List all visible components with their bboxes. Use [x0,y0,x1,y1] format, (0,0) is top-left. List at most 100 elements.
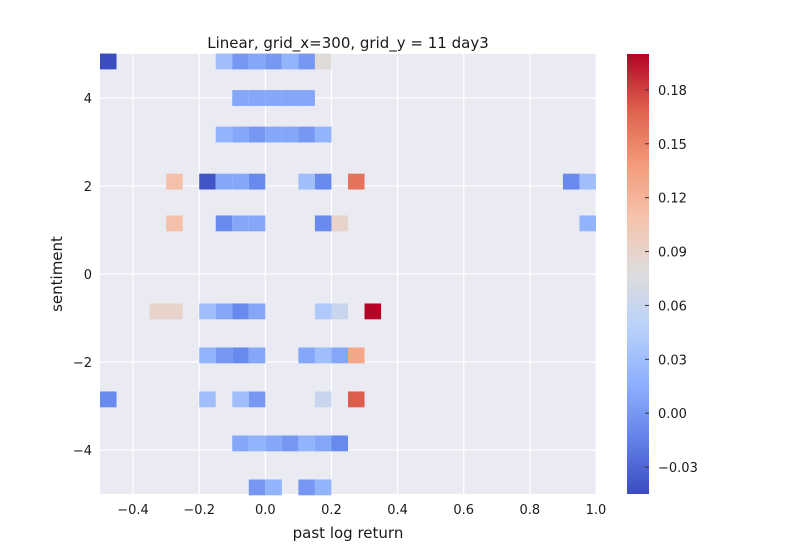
colorbar-tick-label: 0.18 [658,84,687,99]
heatmap-cell [314,53,332,70]
heatmap-cell [166,215,183,232]
heatmap-cell [298,126,315,143]
heatmap-cell [314,215,332,232]
heatmap-cell [232,215,249,232]
heatmap-cell [265,90,282,106]
heatmap-cell [166,173,183,190]
x-tick-labels: −0.4 −0.2 0.0 0.2 0.4 0.6 0.8 1.0 [117,503,606,518]
heatmap-cell [265,435,282,452]
x-tick-label: −0.4 [117,503,149,518]
colorbar-tick-labels: −0.03 0.00 0.03 0.06 0.09 0.12 0.15 0.18 [645,84,698,476]
colorbar-tick-label: 0.12 [658,192,687,207]
heatmap-cell [331,215,348,232]
heatmap-cell [265,126,282,143]
heatmap-cell [331,303,348,320]
colorbar-tick-label: 0.09 [658,246,687,261]
heatmap-cell [232,173,249,190]
x-tick-label: 0.8 [520,503,541,518]
heatmap-cell [562,173,580,190]
heatmap-cell [579,215,596,232]
heatmap-cell [100,391,117,408]
x-tick-label: 0.6 [453,503,474,518]
heatmap-cell [281,126,299,143]
x-tick-label: 0.0 [255,503,276,518]
y-tick-label: 4 [84,92,92,107]
heatmap-cell [199,391,216,408]
heatmap-cell [199,303,216,320]
heatmap-cell [215,53,233,70]
heatmap-cell [281,53,299,70]
heatmap-cell [314,479,332,496]
heatmap-cell [331,435,348,452]
heatmap-cell [348,347,365,364]
chart-title: Linear, grid_x=300, grid_y = 11 day3 [207,34,489,53]
y-tick-label: −4 [73,444,92,459]
heatmap-cell [232,126,249,143]
y-axis-label: sentiment [48,236,66,312]
heatmap-cell [248,126,266,143]
heatmap-cell [314,347,332,364]
heatmap-cell [248,173,266,190]
heatmap-cell [215,173,233,190]
colorbar-tick-label: 0.03 [658,353,687,368]
heatmap-cell [331,347,348,364]
heatmap-cell [232,53,249,70]
heatmap-cell [149,303,167,320]
heatmap-cell [265,479,282,496]
heatmap-cell [248,53,266,70]
heatmap-cells [100,53,596,496]
colorbar-tick-label: −0.03 [658,461,698,476]
heatmap-cell [199,347,216,364]
heatmap-cell [232,347,249,364]
heatmap-cell [248,90,266,106]
heatmap-cell [265,53,282,70]
heatmap-cell [232,435,249,452]
heatmap-cell [314,435,332,452]
heatmap-cell [248,435,266,452]
heatmap-cell [215,303,233,320]
heatmap-cell [166,303,183,320]
heatmap-cell [215,347,233,364]
colorbar [627,54,649,494]
heatmap-cell [281,435,299,452]
heatmap-cell [579,173,596,190]
x-tick-label: 0.4 [387,503,408,518]
heatmap-cell [232,303,249,320]
heatmap-cell [348,391,365,408]
heatmap-cell [298,347,315,364]
heatmap-cell [232,391,249,408]
heatmap-cell [298,90,315,106]
colorbar-tick-label: 0.15 [658,138,687,153]
heatmap-cell [215,215,233,232]
x-axis-label: past log return [293,524,404,542]
heatmap-cell [199,173,216,190]
heatmap-cell [100,53,117,70]
heatmap-cell [215,126,233,143]
heatmap-cell [364,303,382,320]
x-tick-label: 0.2 [321,503,342,518]
heatmap-cell [298,53,315,70]
heatmap-cell [248,479,266,496]
heatmap-cell [298,479,315,496]
heatmap-cell [348,173,365,190]
heatmap-cell [298,173,315,190]
heatmap-cell [314,126,332,143]
heatmap-cell [281,90,299,106]
colorbar-tick-label: 0.00 [658,407,687,422]
heatmap-cell [248,303,266,320]
x-tick-label: 1.0 [586,503,607,518]
heatmap-cell [314,303,332,320]
heatmap-cell [248,391,266,408]
heatmap-cell [314,391,332,408]
heatmap-cell [248,347,266,364]
x-tick-label: −0.2 [183,503,215,518]
y-tick-labels: 4 2 0 −2 −4 [73,92,92,459]
colorbar-tick-label: 0.06 [658,299,687,314]
y-tick-label: 2 [84,180,92,195]
heatmap-cell [314,173,332,190]
heatmap-cell [248,215,266,232]
y-tick-label: −2 [73,356,92,371]
y-tick-label: 0 [84,268,92,283]
heatmap-cell [232,90,249,106]
